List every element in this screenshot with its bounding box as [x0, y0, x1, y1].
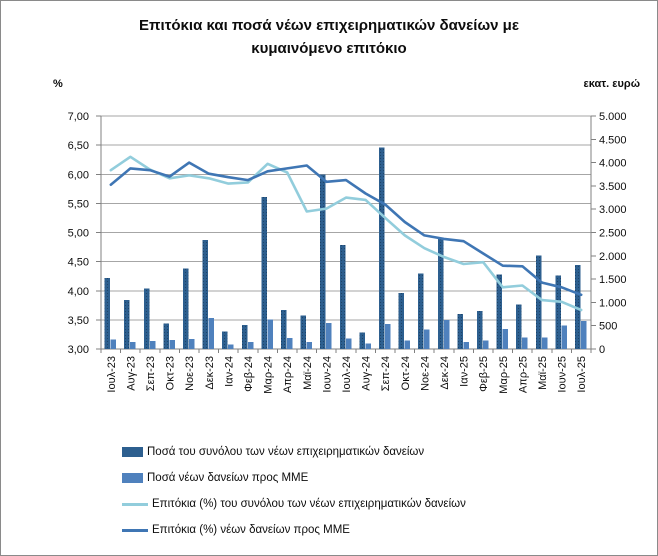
legend-item-amounts-total: Ποσά του συνόλου των νέων επιχειρηματικώ… — [122, 439, 466, 465]
svg-text:1.500: 1.500 — [599, 274, 627, 286]
right-axis-unit-label: εκατ. ευρώ — [583, 78, 641, 90]
svg-text:2.500: 2.500 — [599, 228, 627, 240]
legend-label: Επιτόκια (%) νέων δανείων προς ΜΜΕ — [152, 524, 350, 536]
svg-text:Ιουν-24: Ιουν-24 — [321, 356, 333, 393]
legend-item-amounts-sme: Ποσά νέων δανείων προς ΜΜΕ — [122, 465, 466, 491]
legend-label: Ποσά του συνόλου των νέων επιχειρηματικώ… — [147, 446, 425, 458]
svg-text:3,50: 3,50 — [68, 315, 89, 327]
svg-text:Οκτ-23: Οκτ-23 — [165, 356, 177, 390]
svg-text:Αυγ-24: Αυγ-24 — [361, 356, 373, 391]
svg-text:Απρ-25: Απρ-25 — [517, 356, 529, 393]
svg-text:Απρ-24: Απρ-24 — [282, 356, 294, 393]
svg-text:1.000: 1.000 — [599, 297, 627, 309]
legend-item-rates-sme: Επιτόκια (%) νέων δανείων προς ΜΜΕ — [122, 517, 466, 543]
svg-text:3.000: 3.000 — [599, 204, 627, 216]
line-total-swatch — [122, 502, 148, 506]
bar-total-swatch — [122, 447, 143, 457]
svg-text:Αυγ-23: Αυγ-23 — [125, 356, 137, 391]
svg-text:3.500: 3.500 — [599, 181, 627, 193]
svg-text:Μαϊ-25: Μαϊ-25 — [537, 356, 549, 390]
svg-text:0: 0 — [599, 344, 605, 356]
svg-text:5,00: 5,00 — [68, 228, 89, 240]
svg-text:Οκτ-24: Οκτ-24 — [400, 356, 412, 390]
svg-text:Σεπ-23: Σεπ-23 — [145, 356, 157, 391]
svg-text:5,50: 5,50 — [68, 198, 89, 210]
svg-text:Ιουλ-24: Ιουλ-24 — [341, 356, 353, 393]
legend-item-rates-total: Επιτόκια (%) του συνόλου των νέων επιχει… — [122, 491, 466, 517]
svg-text:Ιαν-24: Ιαν-24 — [223, 356, 235, 387]
svg-text:4,00: 4,00 — [68, 286, 89, 298]
svg-text:Ιαν-25: Ιαν-25 — [459, 356, 471, 387]
legend: Ποσά του συνόλου των νέων επιχειρηματικώ… — [122, 439, 466, 543]
svg-text:4.000: 4.000 — [599, 158, 627, 170]
bar-sme-swatch — [122, 473, 143, 483]
legend-label: Επιτόκια (%) του συνόλου των νέων επιχει… — [152, 498, 466, 510]
svg-text:Νοε-24: Νοε-24 — [419, 356, 431, 391]
svg-text:500: 500 — [599, 321, 617, 333]
svg-text:7,00: 7,00 — [68, 111, 89, 123]
svg-text:Φεβ-24: Φεβ-24 — [243, 356, 255, 392]
svg-text:4,50: 4,50 — [68, 257, 89, 269]
left-axis-unit-label: % — [53, 78, 63, 90]
svg-text:Σεπ-24: Σεπ-24 — [380, 356, 392, 391]
svg-text:Μαρ-25: Μαρ-25 — [498, 356, 510, 394]
svg-text:Νοε-23: Νοε-23 — [184, 356, 196, 391]
svg-text:3,00: 3,00 — [68, 344, 89, 356]
svg-text:2.000: 2.000 — [599, 251, 627, 263]
svg-text:Ιουλ-23: Ιουλ-23 — [106, 356, 118, 393]
svg-text:Φεβ-25: Φεβ-25 — [478, 356, 490, 392]
legend-label: Ποσά νέων δανείων προς ΜΜΕ — [147, 472, 309, 484]
svg-text:Μαρ-24: Μαρ-24 — [263, 356, 275, 394]
svg-text:Ιουν-25: Ιουν-25 — [557, 356, 569, 393]
svg-text:Δεκ-23: Δεκ-23 — [204, 356, 216, 390]
svg-text:Ιουλ-25: Ιουλ-25 — [576, 356, 588, 393]
svg-text:Δεκ-24: Δεκ-24 — [439, 356, 451, 390]
svg-text:6,00: 6,00 — [68, 169, 89, 181]
svg-text:Μαϊ-24: Μαϊ-24 — [302, 356, 314, 390]
line-sme-swatch — [122, 528, 148, 532]
chart-title: Επιτόκια και ποσά νέων επιχειρηματικών δ… — [139, 17, 519, 58]
svg-text:5.000: 5.000 — [599, 111, 627, 123]
svg-text:6,50: 6,50 — [68, 140, 89, 152]
svg-text:4.500: 4.500 — [599, 134, 627, 146]
